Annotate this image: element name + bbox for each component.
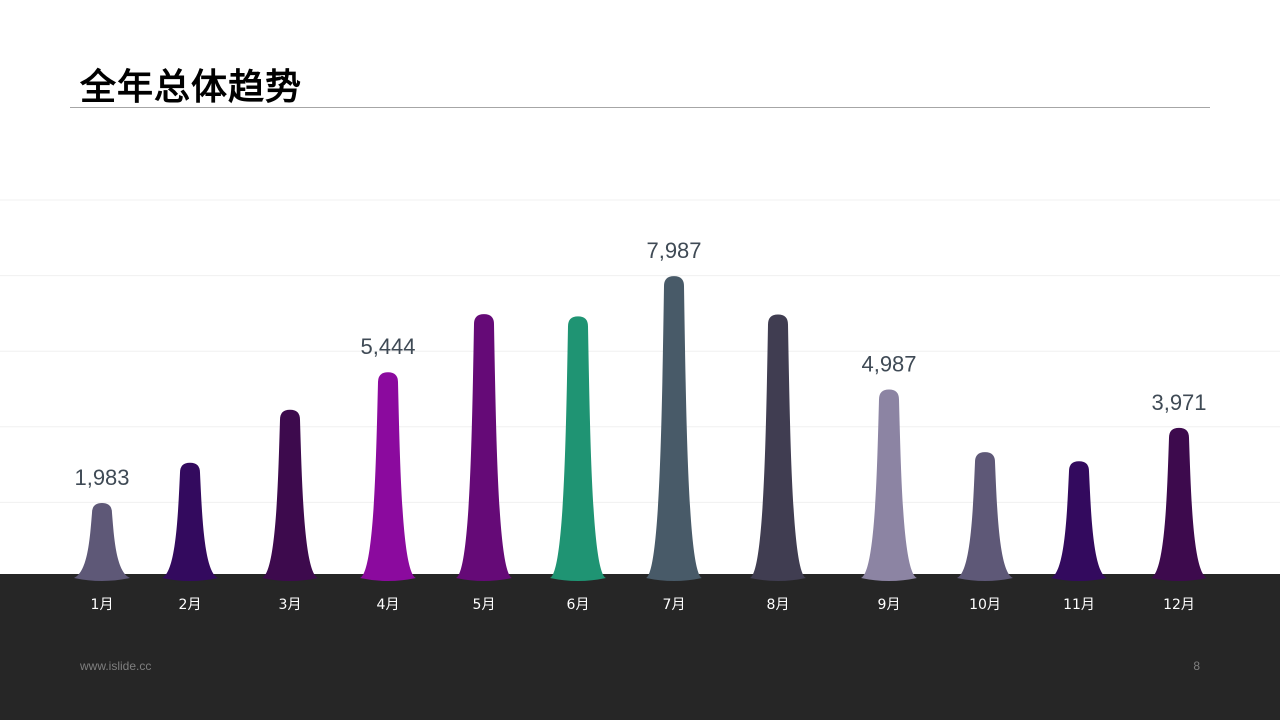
data-labels: 1,983 5,444 7,987 4,987 3,971 bbox=[74, 238, 1206, 490]
bar-11月 bbox=[1051, 461, 1107, 581]
x-tick-label: 7月 bbox=[663, 597, 686, 613]
x-tick-label: 1月 bbox=[91, 597, 114, 613]
x-tick-label: 6月 bbox=[567, 597, 590, 613]
page-number: 8 bbox=[1193, 659, 1200, 673]
bar-3月 bbox=[262, 409, 318, 581]
bar-2月 bbox=[162, 462, 218, 581]
x-tick-label: 3月 bbox=[279, 597, 302, 613]
bar-1月 bbox=[74, 503, 130, 581]
data-label: 7,987 bbox=[646, 238, 701, 263]
data-label: 1,983 bbox=[74, 465, 129, 490]
slide-title: 全年总体趋势 bbox=[80, 67, 303, 108]
bar-6月 bbox=[550, 316, 606, 581]
gridlines bbox=[0, 199, 1280, 503]
x-tick-label: 8月 bbox=[767, 597, 790, 613]
title-divider bbox=[70, 107, 1210, 108]
bar-12月 bbox=[1151, 427, 1207, 581]
data-label: 5,444 bbox=[360, 334, 415, 359]
x-tick-label: 12月 bbox=[1163, 597, 1195, 613]
x-tick-labels: 1月 2月 3月 4月 5月 6月 7月 8月 9月 10月 11月 12月 bbox=[91, 597, 1195, 613]
footer-band bbox=[0, 574, 1280, 720]
data-label: 3,971 bbox=[1151, 390, 1206, 415]
chart-marks bbox=[74, 276, 1207, 581]
footer-site-url[interactable]: www.islide.cc bbox=[80, 659, 152, 673]
bar-10月 bbox=[957, 452, 1013, 581]
data-label: 4,987 bbox=[861, 352, 916, 377]
bar-8月 bbox=[750, 314, 806, 581]
x-tick-label: 9月 bbox=[878, 597, 901, 613]
x-tick-label: 4月 bbox=[377, 597, 400, 613]
x-tick-label: 10月 bbox=[969, 597, 1001, 613]
x-tick-label: 5月 bbox=[473, 597, 496, 613]
x-tick-label: 11月 bbox=[1063, 597, 1095, 613]
bar-5月 bbox=[456, 314, 512, 581]
bar-7月 bbox=[646, 276, 702, 581]
bar-4月 bbox=[360, 372, 416, 581]
x-tick-label: 2月 bbox=[179, 597, 202, 613]
bar-9月 bbox=[861, 389, 917, 581]
